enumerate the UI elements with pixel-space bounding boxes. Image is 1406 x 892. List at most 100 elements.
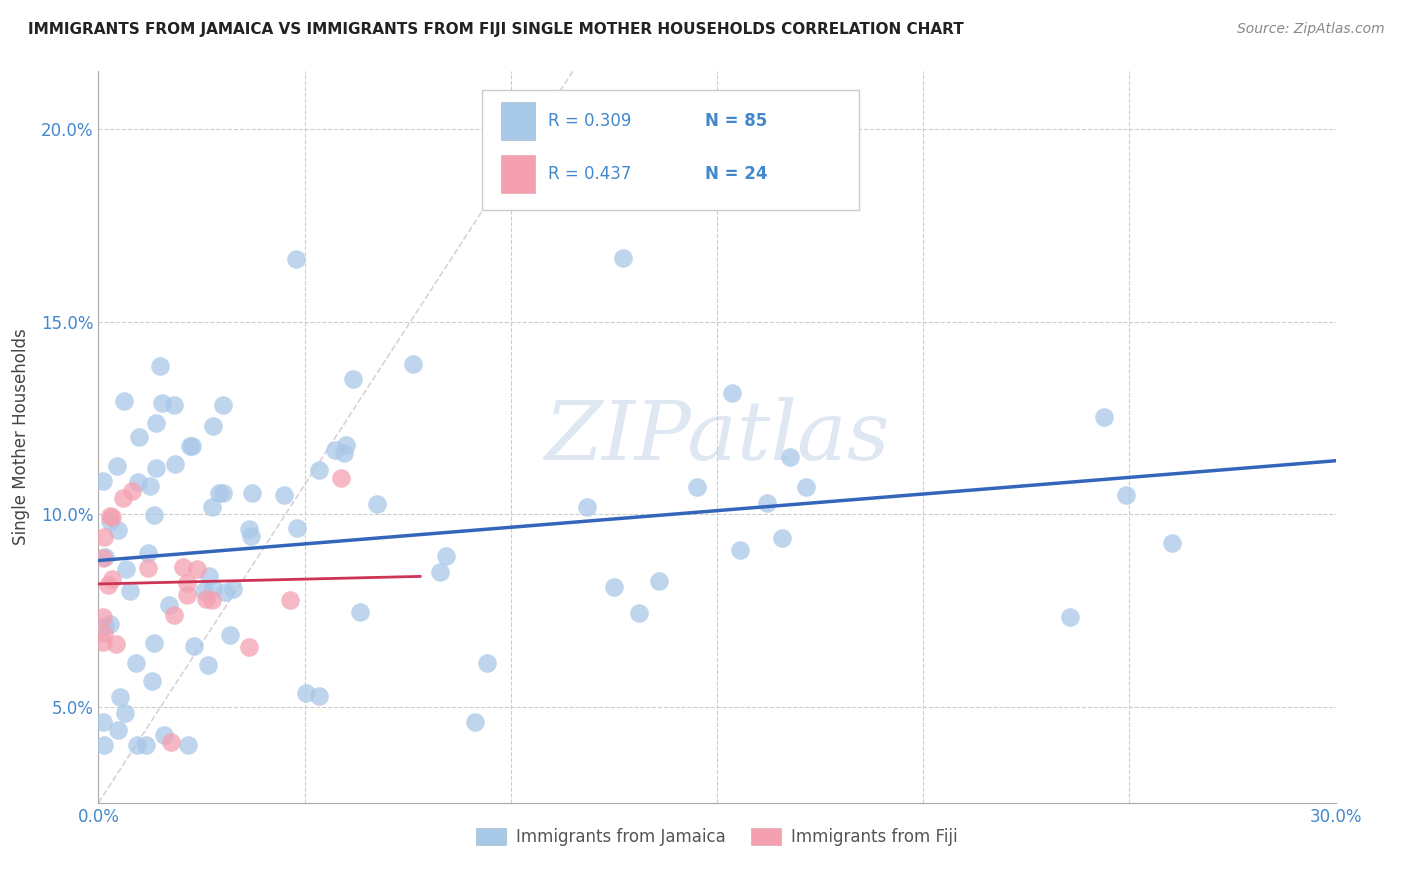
Point [198,568,221,582]
Point [285,252,308,266]
Point [186,562,208,576]
Point [100,572,122,586]
Legend: Immigrants from Jamaica, Immigrants from Fiji: Immigrants from Jamaica, Immigrants from… [470,822,965,853]
Point [628,606,651,620]
Point [98,509,121,524]
Point [429,566,451,580]
Point [197,657,219,672]
Point [770,532,793,546]
Point [104,637,127,651]
Point [200,500,222,514]
Point [163,608,186,623]
Point [150,396,173,410]
Point [179,439,201,453]
Text: ZIPatlas: ZIPatlas [544,397,890,477]
Point [1059,610,1081,624]
Point [107,723,129,738]
FancyBboxPatch shape [501,154,536,193]
Point [295,686,318,700]
Point [93,530,115,544]
FancyBboxPatch shape [482,90,859,211]
Point [93,549,115,564]
Point [163,457,186,471]
Point [91,635,114,649]
Point [148,359,170,373]
Point [177,738,200,752]
Point [145,461,167,475]
Point [194,592,217,607]
Point [612,251,634,265]
Point [125,738,148,752]
Point [323,442,346,457]
Point [100,510,122,524]
Point [464,714,486,729]
Point [755,495,778,509]
Point [93,625,115,640]
Y-axis label: Single Mother Households: Single Mother Households [11,329,30,545]
Point [201,593,224,607]
Point [94,619,117,633]
Point [176,588,198,602]
Point [238,640,260,654]
Point [105,458,128,473]
Point [115,562,138,576]
Point [349,605,371,619]
Point [238,522,260,536]
Point [141,673,163,688]
Point [402,357,425,371]
Point [202,582,225,596]
Text: N = 85: N = 85 [704,112,766,130]
Text: R = 0.309: R = 0.309 [547,112,631,130]
Point [434,549,457,563]
Point [366,497,388,511]
Point [114,706,136,720]
Point [118,583,141,598]
Point [121,484,143,499]
Point [335,438,357,452]
Point [108,690,131,705]
Point [136,560,159,574]
Point [330,471,353,485]
Point [176,575,198,590]
Point [91,714,114,729]
Point [575,500,598,515]
Point [333,446,356,460]
Point [91,475,114,489]
Text: IMMIGRANTS FROM JAMAICA VS IMMIGRANTS FROM FIJI SINGLE MOTHER HOUSEHOLDS CORRELA: IMMIGRANTS FROM JAMAICA VS IMMIGRANTS FR… [28,22,965,37]
Point [163,398,186,412]
Point [477,656,499,670]
Point [721,385,744,400]
Point [183,639,205,653]
Point [145,416,167,430]
Point [98,616,121,631]
Point [201,419,224,434]
Point [139,479,162,493]
Point [127,475,149,489]
Point [112,394,135,409]
Point [172,560,194,574]
Point [308,689,330,703]
FancyBboxPatch shape [501,102,536,140]
Point [728,542,751,557]
Point [794,480,817,494]
Point [308,463,330,477]
Point [143,508,166,523]
Point [125,656,148,670]
Point [219,628,242,642]
Point [212,398,235,412]
Point [93,738,115,752]
Point [214,585,236,599]
Point [153,728,176,742]
Point [1115,488,1137,502]
Point [97,578,120,592]
Point [273,488,295,502]
Point [240,529,263,543]
Point [278,592,301,607]
Point [160,734,183,748]
Point [285,521,308,535]
Point [222,582,245,596]
Point [181,439,204,453]
Text: R = 0.437: R = 0.437 [547,165,631,183]
Point [136,546,159,560]
Point [91,610,114,624]
